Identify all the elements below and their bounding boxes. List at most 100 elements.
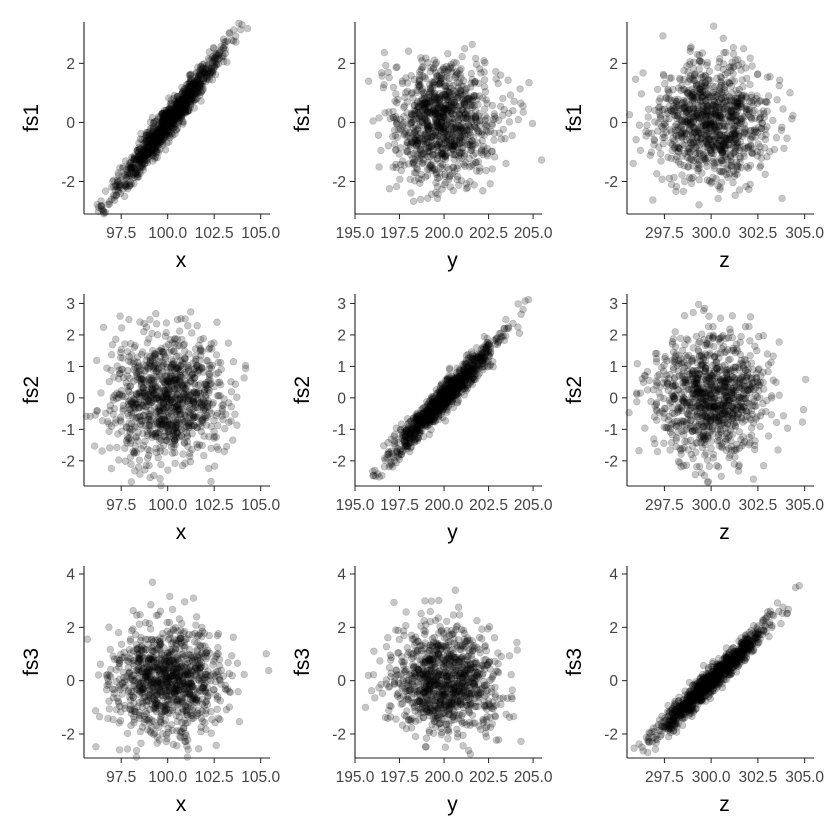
data-point (125, 315, 133, 324)
data-point (140, 152, 148, 161)
data-point (171, 112, 179, 121)
data-point (672, 120, 680, 129)
data-point (170, 115, 179, 124)
data-point (444, 49, 452, 58)
data-point (773, 96, 781, 104)
data-point (148, 113, 157, 122)
data-point (175, 103, 184, 111)
data-point (443, 96, 452, 104)
data-point (197, 351, 205, 360)
data-point (208, 62, 216, 70)
data-point (389, 163, 397, 171)
data-point (130, 154, 139, 163)
data-point (161, 332, 170, 340)
data-point (180, 105, 188, 113)
data-point (184, 364, 193, 372)
data-point (783, 134, 791, 142)
data-point (657, 157, 665, 165)
data-point (198, 416, 207, 424)
data-point (722, 134, 730, 143)
data-point (758, 132, 766, 141)
data-point (204, 63, 212, 71)
data-point (159, 119, 168, 127)
data-point (658, 122, 666, 131)
data-point (421, 106, 429, 114)
x-tick-label: 102.5 (195, 225, 234, 242)
data-point (764, 92, 773, 100)
data-point (211, 54, 220, 63)
data-point (109, 396, 118, 404)
data-point (206, 344, 214, 352)
data-point (173, 429, 181, 437)
data-point (105, 444, 114, 452)
data-point (134, 399, 143, 407)
data-point (159, 361, 167, 370)
data-point (461, 162, 469, 170)
data-point (145, 147, 154, 155)
data-point (716, 143, 725, 151)
y-tick-label: -2 (61, 174, 75, 191)
data-point (92, 356, 101, 365)
data-point (220, 447, 229, 456)
data-point (461, 114, 470, 123)
data-point (196, 77, 205, 86)
data-point (172, 113, 180, 122)
data-point (730, 124, 738, 133)
data-point (153, 128, 162, 136)
data-point (189, 79, 197, 88)
data-point (404, 148, 412, 156)
data-point (141, 437, 149, 445)
data-point (143, 339, 152, 347)
data-point (149, 127, 157, 136)
data-point (176, 99, 185, 108)
data-point (761, 170, 769, 179)
data-point (179, 450, 187, 458)
data-point (193, 322, 201, 330)
data-point (187, 378, 195, 386)
data-point (380, 442, 388, 450)
data-point (719, 60, 728, 68)
data-point (459, 77, 468, 85)
data-point (175, 95, 184, 104)
data-point (153, 367, 161, 376)
data-point (142, 148, 150, 157)
data-point (746, 54, 754, 62)
data-point (710, 159, 718, 167)
data-point (635, 121, 644, 129)
data-point (409, 197, 418, 206)
y-tick-label: 0 (337, 115, 346, 132)
data-point (181, 395, 190, 403)
data-point (141, 367, 149, 376)
data-point (173, 107, 182, 115)
data-point (482, 166, 490, 175)
data-point (423, 171, 432, 180)
data-point (137, 129, 145, 138)
data-point (169, 120, 177, 129)
data-point (226, 28, 234, 37)
data-point (432, 58, 441, 67)
data-point (198, 69, 206, 78)
data-point (221, 41, 229, 50)
data-point (381, 454, 389, 462)
data-point (152, 310, 160, 318)
data-point (157, 123, 166, 132)
data-point (775, 81, 783, 90)
data-point (197, 423, 205, 431)
data-point (161, 352, 169, 361)
data-point (519, 102, 527, 110)
data-point (731, 131, 739, 139)
data-point (166, 432, 175, 440)
data-point (126, 159, 135, 168)
data-point (779, 105, 787, 113)
data-point (164, 466, 172, 474)
data-point (137, 156, 145, 165)
data-point (146, 125, 155, 133)
data-point (717, 156, 726, 165)
data-point (463, 183, 472, 192)
data-point (154, 454, 162, 462)
data-point (134, 148, 143, 156)
data-point (631, 75, 640, 83)
data-point (746, 80, 754, 89)
